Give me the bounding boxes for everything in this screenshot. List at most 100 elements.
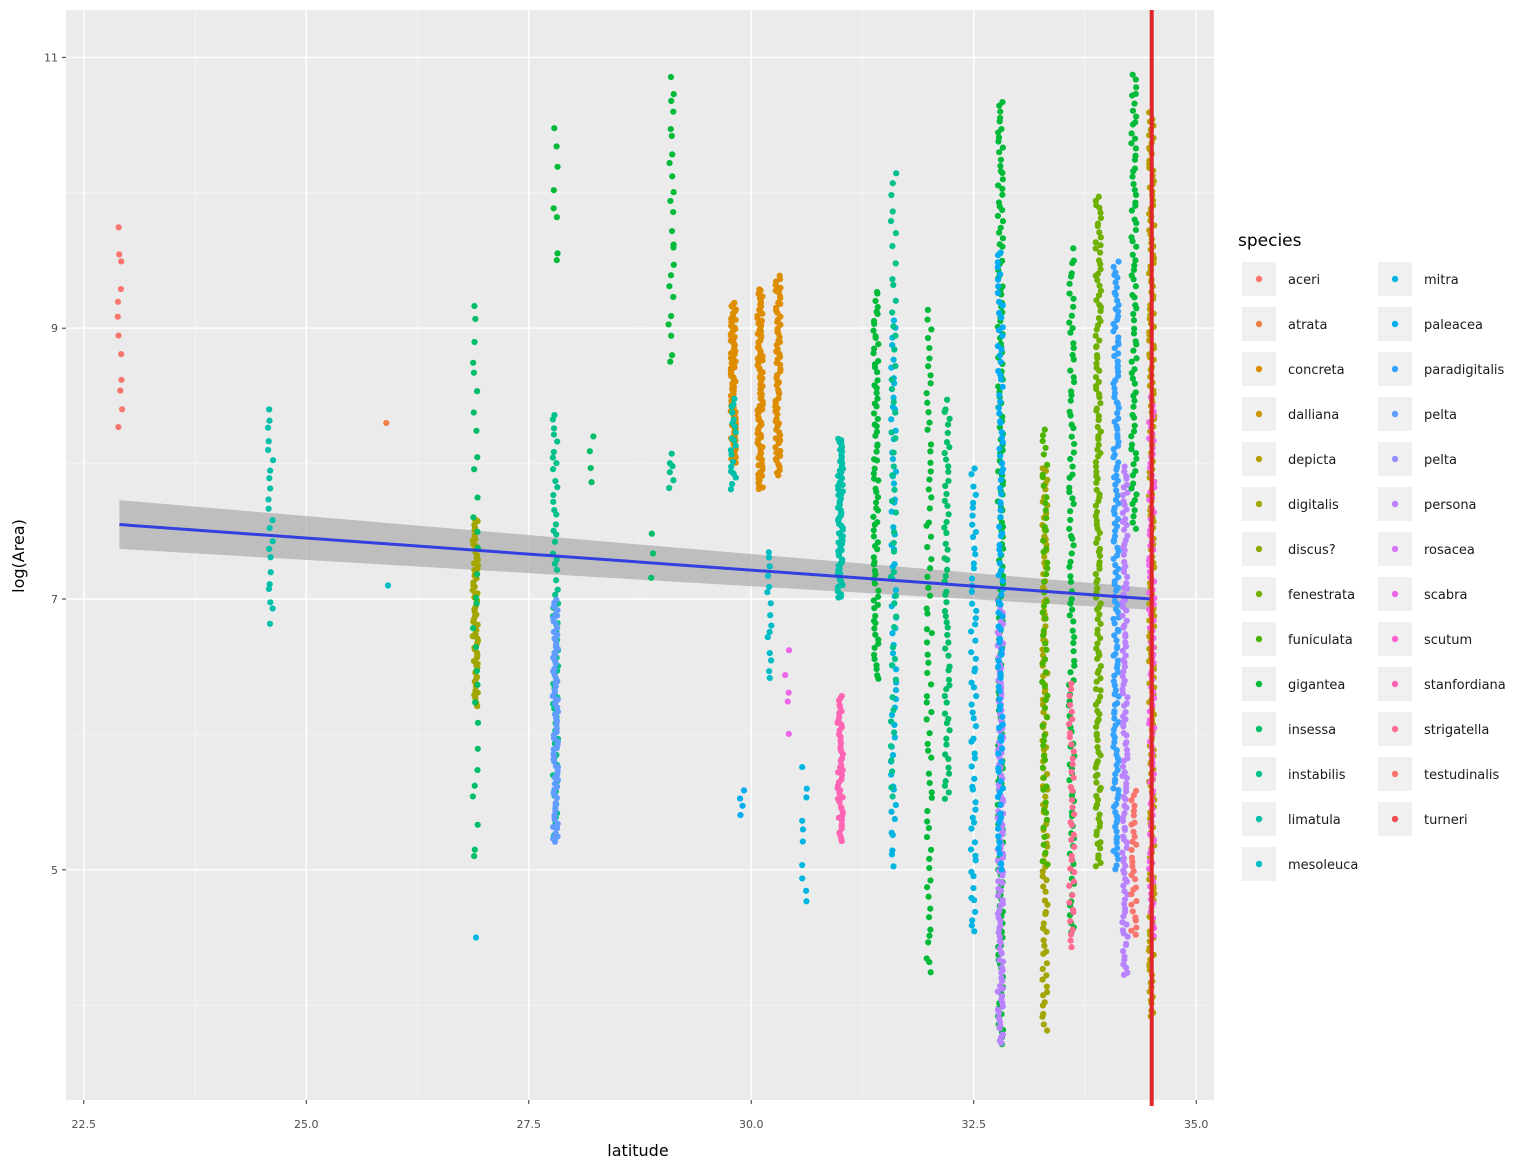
data-point [1130, 812, 1137, 819]
data-point [997, 162, 1004, 170]
data-point [925, 659, 932, 666]
data-point [943, 529, 950, 537]
data-point [1067, 455, 1074, 463]
data-point [666, 469, 673, 476]
data-point [835, 769, 842, 776]
data-point [1043, 646, 1050, 653]
data-point [1070, 295, 1077, 302]
data-point [925, 363, 932, 370]
data-point [553, 143, 560, 150]
data-point [471, 846, 478, 853]
data-point [942, 482, 949, 490]
data-point [891, 346, 898, 353]
data-point [1129, 838, 1136, 845]
data-point [554, 820, 561, 828]
legend-label: pelta [1424, 453, 1457, 468]
data-point [1043, 983, 1050, 990]
data-point [1120, 668, 1127, 675]
data-point [889, 644, 897, 651]
data-point [1114, 544, 1121, 551]
data-point [550, 205, 557, 212]
data-point [1114, 431, 1121, 438]
data-point [766, 563, 773, 570]
data-point [874, 672, 881, 679]
data-point [1096, 559, 1103, 566]
data-point [1068, 836, 1075, 843]
data-point [731, 395, 738, 402]
data-point [995, 878, 1002, 885]
data-point [999, 721, 1006, 728]
data-point [767, 657, 775, 664]
legend-swatch [1391, 590, 1399, 598]
data-point [772, 287, 779, 294]
data-point [1132, 152, 1139, 159]
data-point [1097, 620, 1104, 627]
legend-label: dalliana [1288, 408, 1339, 423]
data-point [669, 151, 676, 158]
data-point [1094, 744, 1101, 751]
data-point [972, 528, 979, 536]
data-point [870, 554, 877, 561]
data-point [1071, 869, 1078, 876]
x-tick-label: 32.5 [961, 1118, 986, 1131]
data-point [1040, 1021, 1047, 1028]
data-point [892, 592, 899, 599]
data-point [998, 737, 1005, 744]
data-point [1043, 960, 1050, 967]
data-point [1094, 584, 1101, 592]
data-point [1133, 898, 1140, 905]
data-point [1041, 426, 1048, 433]
data-point [971, 839, 979, 846]
data-point [1069, 892, 1076, 899]
data-point [996, 352, 1003, 359]
data-point [730, 416, 737, 423]
data-point [870, 617, 878, 625]
data-point [996, 241, 1003, 248]
data-point [995, 367, 1002, 375]
data-point [1096, 229, 1103, 236]
data-point [470, 369, 477, 376]
data-point [837, 803, 845, 811]
data-point [1129, 375, 1136, 382]
data-point [1120, 729, 1127, 737]
data-point [1113, 862, 1120, 869]
data-point [1093, 352, 1101, 359]
data-point [1068, 421, 1075, 428]
legend-label: persona [1424, 498, 1477, 513]
data-point [1097, 214, 1105, 222]
data-point [1094, 270, 1102, 277]
data-point [269, 517, 276, 524]
data-point [266, 524, 273, 532]
data-point [998, 992, 1006, 1000]
data-point [999, 897, 1006, 904]
data-point [924, 669, 931, 677]
data-point [927, 468, 934, 475]
data-point [648, 574, 655, 581]
data-point [115, 224, 122, 231]
data-point [925, 824, 932, 832]
data-point [1041, 704, 1049, 712]
data-point [1069, 804, 1076, 811]
data-point [1040, 937, 1047, 944]
legend-swatch [1391, 815, 1399, 823]
data-point [1113, 399, 1120, 406]
data-point [870, 597, 877, 604]
data-point [1040, 752, 1048, 760]
data-point [1093, 645, 1100, 652]
data-point [971, 775, 978, 782]
data-point [944, 429, 951, 437]
data-point [1040, 841, 1047, 848]
data-point [1042, 799, 1049, 806]
data-point [1121, 463, 1128, 470]
data-point [1119, 603, 1126, 611]
data-point [1094, 446, 1101, 453]
data-point [923, 699, 930, 706]
data-point [554, 250, 561, 257]
data-point [729, 480, 736, 488]
data-point [550, 431, 558, 438]
data-point [995, 765, 1002, 772]
data-point [670, 477, 677, 484]
data-point [1097, 266, 1104, 273]
data-point [999, 466, 1007, 473]
